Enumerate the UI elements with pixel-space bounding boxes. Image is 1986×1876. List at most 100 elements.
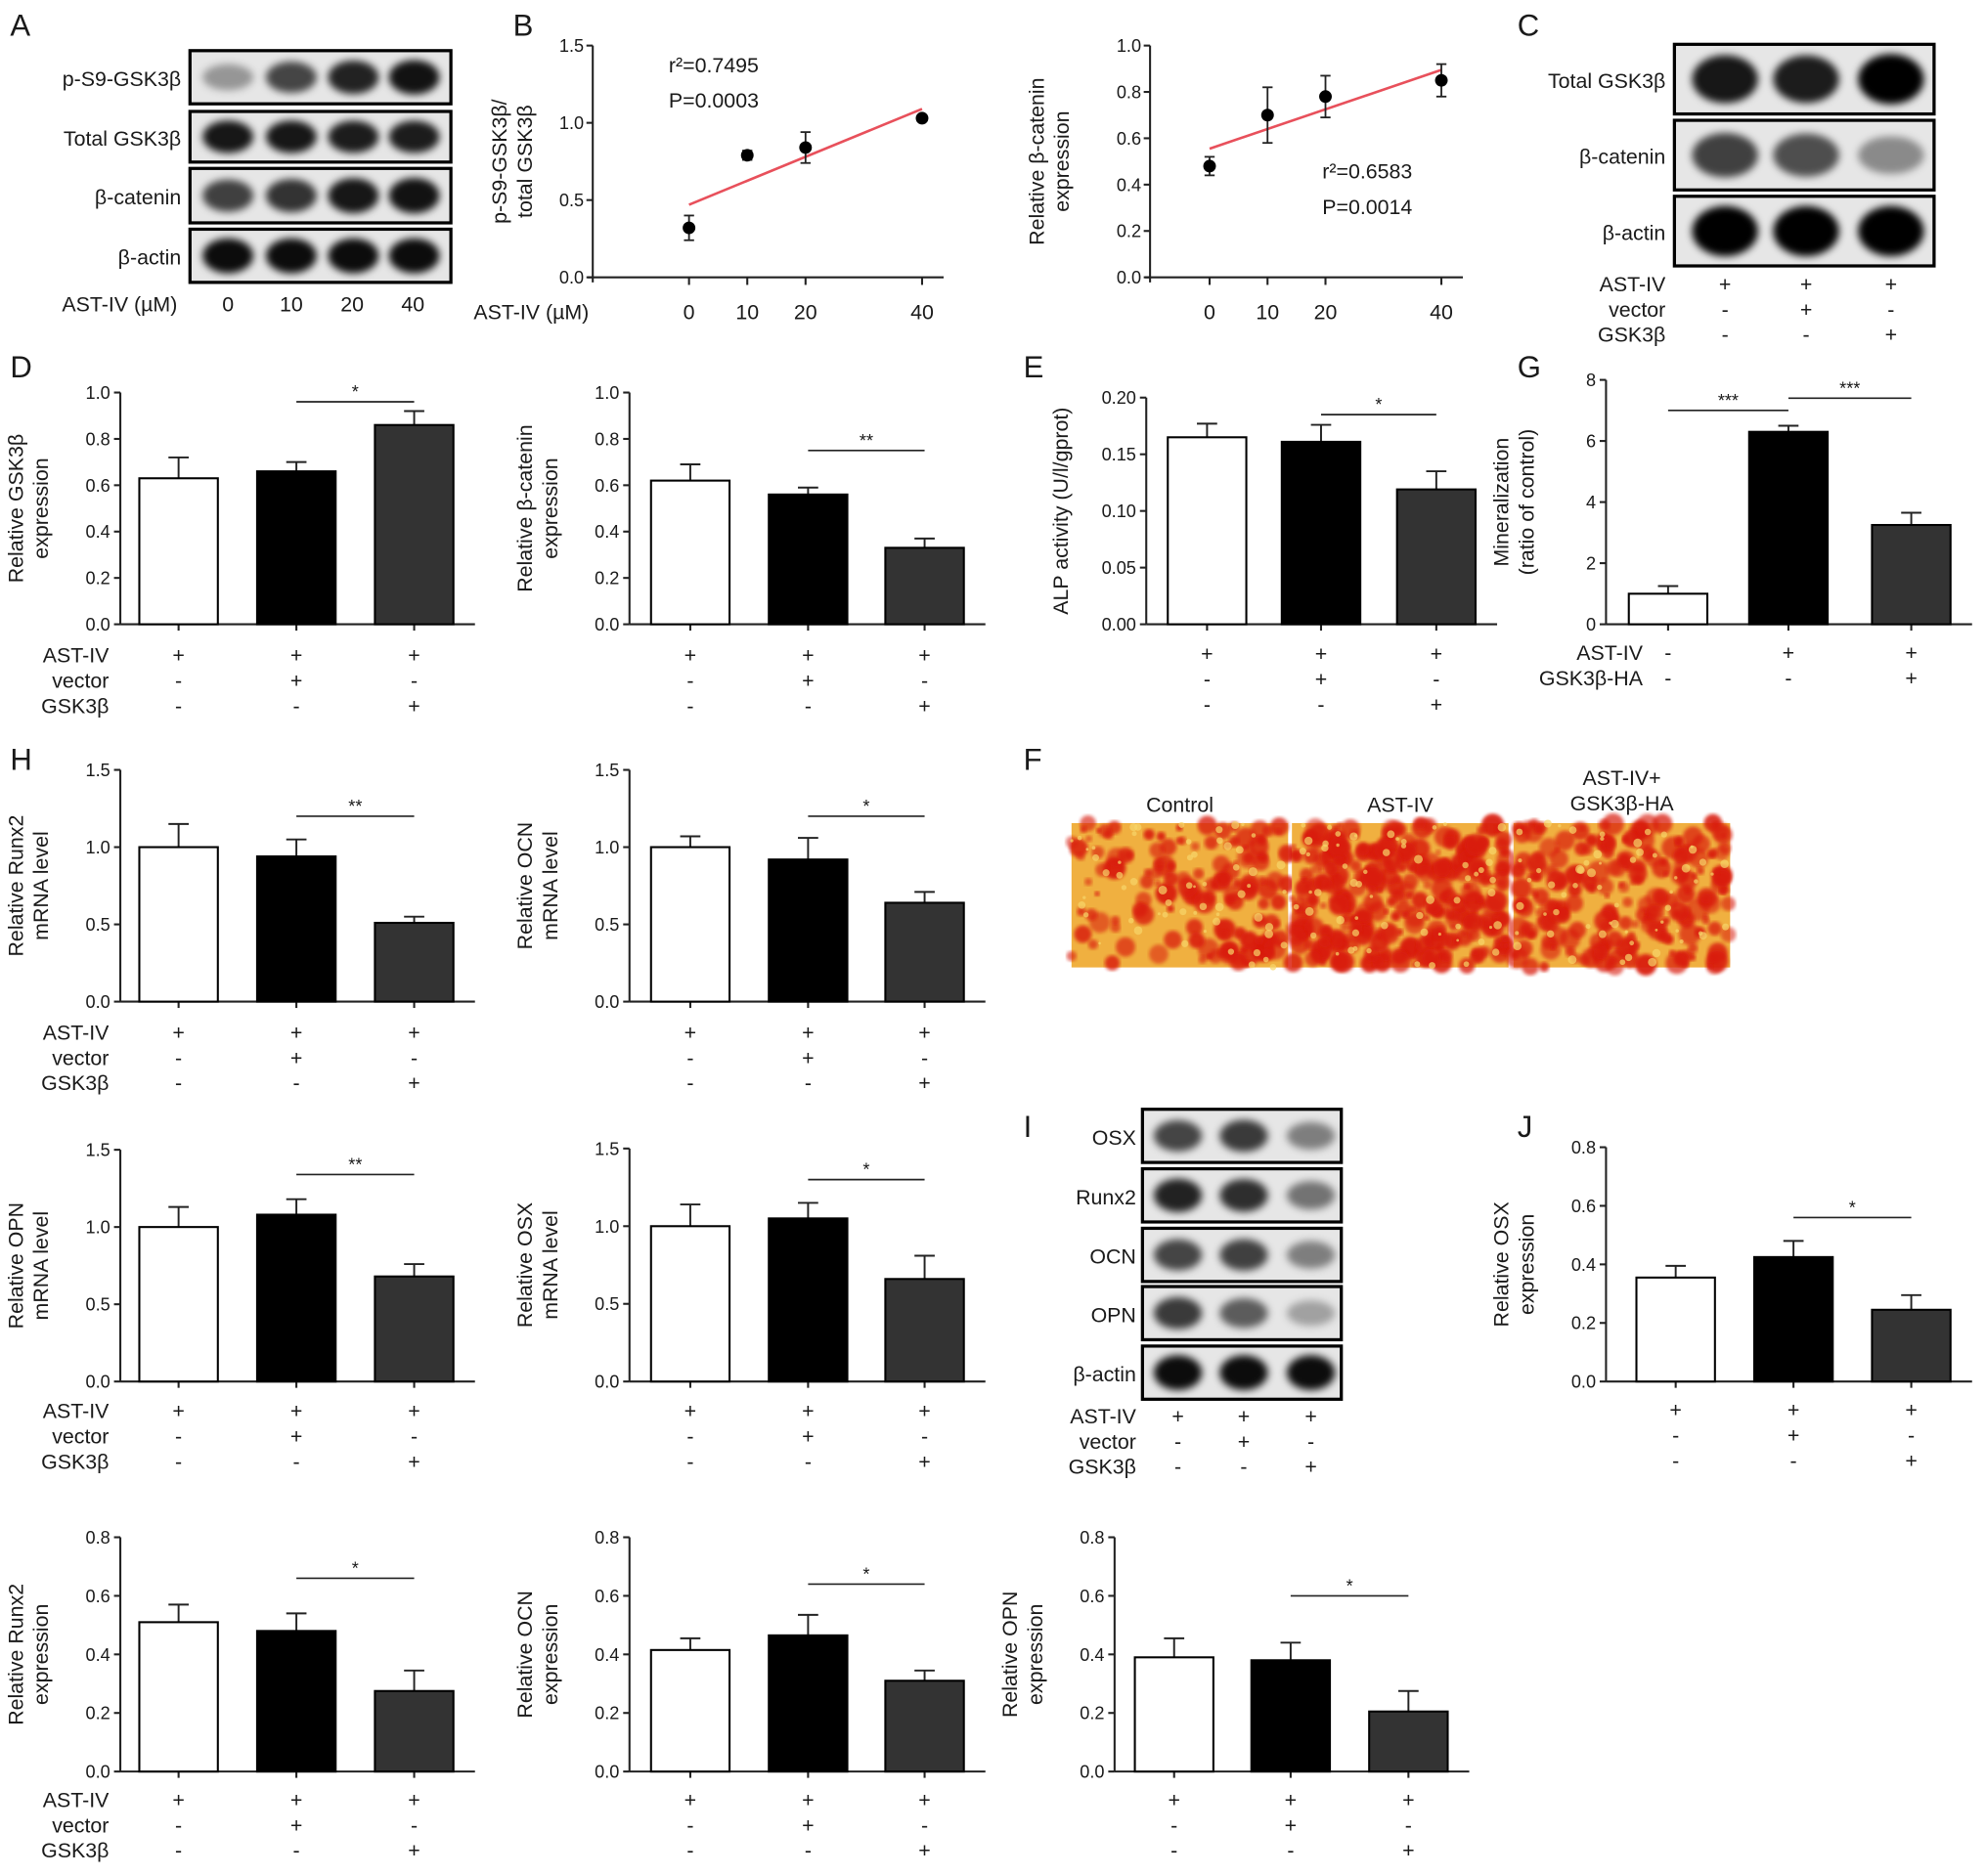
condition-value: - — [1170, 1839, 1177, 1862]
stat-annotation: r²=0.6583 — [1322, 160, 1412, 184]
stain-blob — [1722, 923, 1730, 931]
stain-blob — [1175, 837, 1182, 845]
bar-runx2-mrna: 0.0 0.5 1.0 1.5 ** Relative Runx2 mRNA level AS… — [4, 761, 475, 1095]
condition-value: - — [686, 1425, 693, 1449]
stain-blob — [1462, 913, 1483, 934]
condition-value: + — [172, 1788, 184, 1811]
condition-value: - — [411, 1813, 418, 1837]
stain-blob — [1269, 817, 1289, 837]
blot-band — [202, 120, 254, 153]
condition-value: - — [1908, 1423, 1915, 1447]
stain-blob — [1449, 922, 1458, 932]
dose-value: 20 — [340, 293, 364, 317]
blot-band — [1219, 1119, 1268, 1153]
stain-blob — [1301, 822, 1306, 828]
condition-value: - — [411, 669, 418, 692]
data-point — [1203, 159, 1216, 173]
stain-blob — [1453, 896, 1461, 904]
condition-value: - — [1790, 1449, 1797, 1472]
condition-value: + — [1304, 1405, 1316, 1428]
condition-value: + — [1669, 1398, 1681, 1421]
condition-value: + — [918, 1451, 930, 1474]
stain-blob — [1613, 902, 1619, 908]
stain-blob — [1423, 880, 1433, 890]
condition-label: vector — [1609, 298, 1665, 322]
stain-blob — [1164, 931, 1182, 949]
y-tick-label: 0.4 — [1080, 1645, 1104, 1665]
bar-opn-mrna: 0.0 0.5 1.0 1.5 ** Relative OPN mRNA level AST-… — [4, 1141, 475, 1474]
condition-value: + — [408, 643, 419, 667]
stain-blob — [1270, 894, 1287, 910]
bar — [1368, 1710, 1449, 1773]
y-tick-label: 1.5 — [559, 36, 584, 56]
stain-blob — [1464, 833, 1488, 857]
y-axis-label: expression — [539, 458, 562, 558]
data-point — [799, 141, 813, 154]
bar — [255, 855, 337, 1003]
stain-blob — [1477, 825, 1487, 836]
x-axis-label: AST-IV (µM) — [473, 300, 589, 324]
significance-marker: ** — [860, 431, 873, 451]
x-tick-label: 40 — [1430, 300, 1453, 324]
panel-letter: J — [1518, 1110, 1533, 1144]
stain-blob — [1127, 917, 1134, 924]
blot-row-label: OPN — [1091, 1303, 1136, 1327]
condition-value: + — [918, 1788, 930, 1811]
stain-blob — [1333, 855, 1345, 867]
stain-blob — [1387, 896, 1397, 907]
condition-value: - — [293, 1839, 300, 1862]
condition-value: - — [175, 1839, 182, 1862]
condition-value: - — [686, 669, 693, 692]
stain-blob — [1687, 942, 1699, 954]
stain-blob — [1656, 929, 1670, 943]
stain-blob — [1185, 918, 1204, 937]
stain-blob — [1636, 848, 1644, 856]
stain-blob — [1499, 847, 1510, 857]
stain-blob — [1720, 927, 1737, 942]
condition-value: + — [1238, 1430, 1250, 1454]
stain-blob — [1414, 854, 1423, 864]
bar-opn-protein: 0.00.20.40.60.8*Relative OPN expression+ +… — [998, 1528, 1470, 1862]
y-axis-label: Relative OPN — [998, 1592, 1022, 1718]
stain-blob — [1321, 879, 1334, 892]
condition-value: + — [1905, 667, 1917, 690]
y-tick-label: 0.00 — [1102, 615, 1136, 634]
stain-blob — [1438, 948, 1453, 963]
stain-blob — [1349, 879, 1358, 888]
stain-blob — [1664, 904, 1672, 911]
stain-blob — [1216, 837, 1223, 845]
stain-blob — [1631, 920, 1640, 929]
stain-blob — [1287, 927, 1306, 946]
stain-blob — [1340, 921, 1350, 932]
stain-blob — [1720, 859, 1729, 868]
stain-blob — [1547, 930, 1555, 938]
x-tick-label: 10 — [735, 300, 759, 324]
stain-blob — [1335, 831, 1342, 837]
y-tick-label: 0.15 — [1102, 445, 1136, 464]
condition-value: + — [918, 1071, 930, 1095]
x-tick-label: 20 — [1314, 300, 1338, 324]
stain-blob — [1223, 842, 1232, 851]
blot-A: p-S9-GSK3β Total GSK3β β-catenin β-actin AST… — [62, 49, 453, 317]
stain-blob — [1529, 888, 1538, 896]
panel-letter: H — [10, 743, 31, 777]
stain-blob — [1461, 931, 1468, 938]
y-axis-label: expression — [29, 1604, 53, 1705]
stain-blob — [1652, 852, 1657, 858]
stain-blob — [1698, 931, 1703, 937]
stain-blob — [1424, 914, 1431, 921]
y-axis-label: Relative β-catenin — [1025, 77, 1048, 244]
y-tick-label: 4 — [1586, 493, 1596, 512]
significance-marker: * — [352, 1559, 359, 1579]
stain-blob — [1390, 951, 1411, 973]
stain-blob — [1599, 861, 1602, 865]
condition-value: + — [408, 1839, 419, 1862]
stain-blob — [1202, 881, 1208, 887]
stain-blob — [1199, 902, 1208, 911]
blot-band — [1287, 1181, 1336, 1210]
y-tick-label: 0.4 — [1571, 1255, 1596, 1275]
y-axis-label: Relative OSX — [513, 1202, 537, 1328]
panel-letter: B — [513, 8, 534, 42]
stain-blob — [1503, 942, 1510, 949]
